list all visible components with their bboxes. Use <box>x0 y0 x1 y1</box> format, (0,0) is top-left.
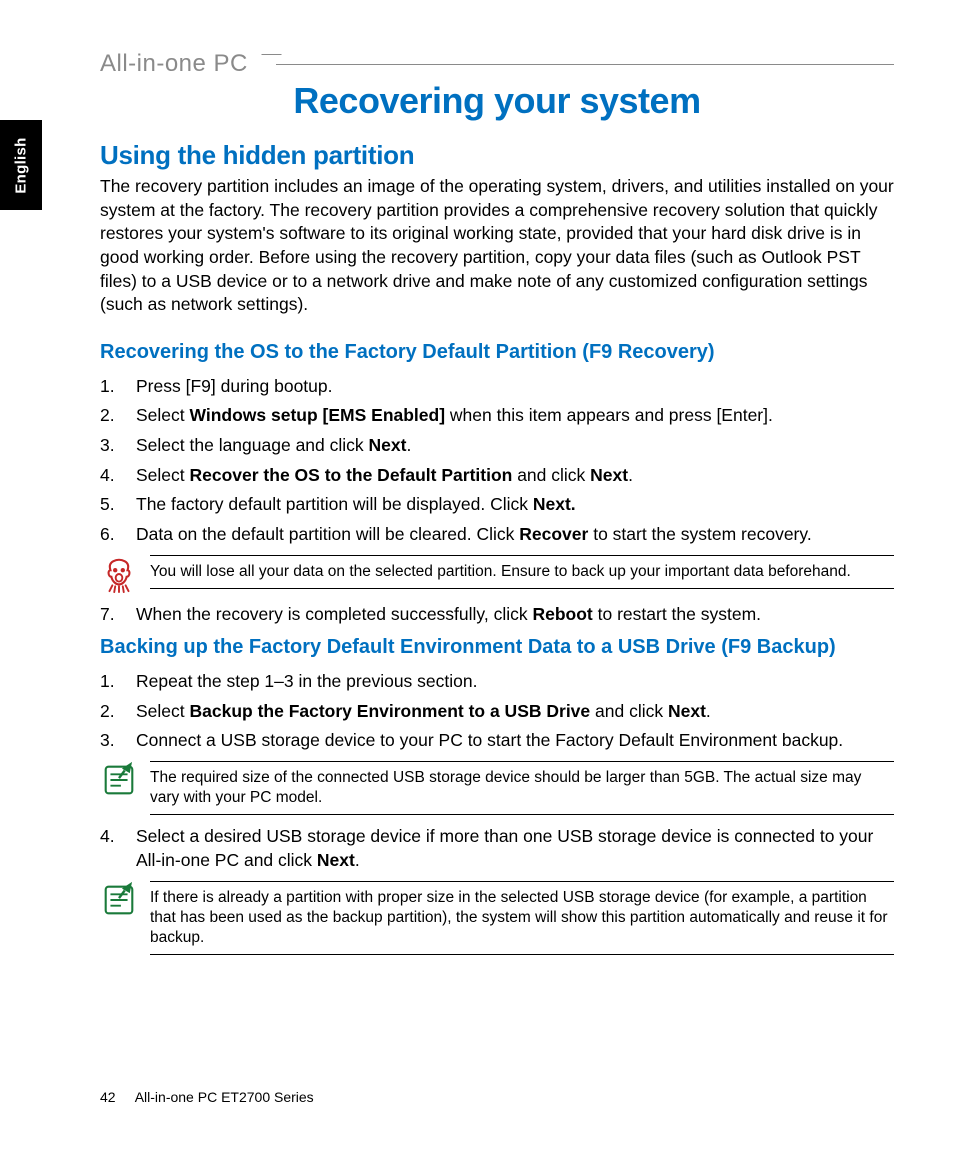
step-text: Select <box>136 465 190 485</box>
warning-icon <box>100 555 138 593</box>
step-bold: Next <box>369 435 407 455</box>
backup-steps-list-cont: Select a desired USB storage device if m… <box>100 825 894 872</box>
step-bold: Reboot <box>532 604 592 624</box>
footer-series: All-in-one PC ET2700 Series <box>135 1089 314 1105</box>
section-heading: Using the hidden partition <box>100 140 894 171</box>
step-text: Select the language and click <box>136 435 369 455</box>
note-text-wrapper: The required size of the connected USB s… <box>150 761 894 815</box>
step-bold: Next. <box>533 494 576 514</box>
step-bold: Next <box>317 850 355 870</box>
info-note-text: The required size of the connected USB s… <box>150 768 894 808</box>
step-text: When the recovery is completed successfu… <box>136 604 532 624</box>
info-note-2: If there is already a partition with pro… <box>100 881 894 955</box>
info-note-1: The required size of the connected USB s… <box>100 761 894 815</box>
language-label: English <box>13 137 30 193</box>
content-area: Recovering your system Using the hidden … <box>100 80 894 965</box>
step-text: . <box>355 850 360 870</box>
subsection-heading-f9-recovery: Recovering the OS to the Factory Default… <box>100 339 894 365</box>
note-text-wrapper: If there is already a partition with pro… <box>150 881 894 955</box>
step-bold: Recover <box>519 524 588 544</box>
list-item: Select the language and click Next. <box>100 434 894 458</box>
step-text: Repeat the step 1–3 in the previous sect… <box>136 671 477 691</box>
backup-steps-list: Repeat the step 1–3 in the previous sect… <box>100 670 894 753</box>
step-text: Press [F9] during bootup. <box>136 376 333 396</box>
step-text: . <box>706 701 711 721</box>
step-text: Select <box>136 701 190 721</box>
step-bold: Next <box>590 465 628 485</box>
warning-text: You will lose all your data on the selec… <box>150 562 894 582</box>
list-item: Select Windows setup [EMS Enabled] when … <box>100 404 894 428</box>
step-text: . <box>406 435 411 455</box>
header-rule <box>276 64 894 65</box>
page-number: 42 <box>100 1089 116 1105</box>
list-item: Press [F9] during bootup. <box>100 375 894 399</box>
list-item: Repeat the step 1–3 in the previous sect… <box>100 670 894 694</box>
step-text: to restart the system. <box>593 604 761 624</box>
list-item: Select Backup the Factory Environment to… <box>100 700 894 724</box>
recovery-steps-list: Press [F9] during bootup. Select Windows… <box>100 375 894 547</box>
note-text-wrapper: You will lose all your data on the selec… <box>150 555 894 589</box>
step-bold: Next <box>668 701 706 721</box>
intro-paragraph: The recovery partition includes an image… <box>100 175 894 317</box>
step-text: and click <box>512 465 590 485</box>
list-item: The factory default partition will be di… <box>100 493 894 517</box>
recovery-steps-list-cont: When the recovery is completed successfu… <box>100 603 894 627</box>
note-icon <box>100 761 138 799</box>
step-text: Connect a USB storage device to your PC … <box>136 730 843 750</box>
note-icon <box>100 881 138 919</box>
header-brand-title: All-in-one PC <box>100 50 260 78</box>
step-text: Data on the default partition will be cl… <box>136 524 519 544</box>
warning-note: You will lose all your data on the selec… <box>100 555 894 593</box>
step-bold: Backup the Factory Environment to a USB … <box>190 701 591 721</box>
list-item: Select Recover the OS to the Default Par… <box>100 464 894 488</box>
step-bold: Recover the OS to the Default Partition <box>190 465 513 485</box>
language-tab: English <box>0 120 42 210</box>
step-text: . <box>628 465 633 485</box>
subsection-heading-f9-backup: Backing up the Factory Default Environme… <box>100 634 894 660</box>
list-item: Data on the default partition will be cl… <box>100 523 894 547</box>
header-bar: All-in-one PC <box>100 50 894 78</box>
page-footer: 42 All-in-one PC ET2700 Series <box>100 1089 314 1105</box>
list-item: When the recovery is completed successfu… <box>100 603 894 627</box>
page-title: Recovering your system <box>100 80 894 122</box>
list-item: Connect a USB storage device to your PC … <box>100 729 894 753</box>
step-text: and click <box>590 701 668 721</box>
step-text: Select a desired USB storage device if m… <box>136 826 873 870</box>
step-text: to start the system recovery. <box>588 524 811 544</box>
info-note-text: If there is already a partition with pro… <box>150 888 894 948</box>
page: All-in-one PC English Recovering your sy… <box>0 0 954 1155</box>
step-text: Select <box>136 405 190 425</box>
step-text: when this item appears and press [Enter]… <box>445 405 773 425</box>
step-bold: Windows setup [EMS Enabled] <box>190 405 446 425</box>
list-item: Select a desired USB storage device if m… <box>100 825 894 872</box>
step-text: The factory default partition will be di… <box>136 494 533 514</box>
